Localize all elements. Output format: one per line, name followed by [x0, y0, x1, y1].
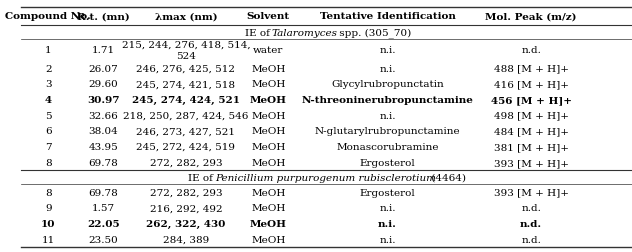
Text: spp. (305_70): spp. (305_70)	[336, 28, 411, 38]
Text: 218, 250, 287, 424, 546: 218, 250, 287, 424, 546	[123, 111, 248, 120]
Text: Monascorubramine: Monascorubramine	[336, 143, 439, 151]
Text: λmax (nm): λmax (nm)	[155, 12, 217, 21]
Text: MeOH: MeOH	[251, 158, 286, 167]
Text: 11: 11	[42, 235, 55, 244]
Text: 32.66: 32.66	[88, 111, 118, 120]
Text: Penicillium purpurogenum rubisclerotium: Penicillium purpurogenum rubisclerotium	[215, 173, 436, 182]
Text: MeOH: MeOH	[251, 65, 286, 73]
Text: n.i.: n.i.	[379, 235, 396, 244]
Text: 272, 282, 293: 272, 282, 293	[150, 188, 222, 197]
Text: 246, 276, 425, 512: 246, 276, 425, 512	[137, 65, 235, 73]
Text: 38.04: 38.04	[88, 127, 118, 136]
Text: MeOH: MeOH	[251, 111, 286, 120]
Text: 215, 244, 276, 418, 514,
524: 215, 244, 276, 418, 514, 524	[121, 41, 250, 60]
Text: (4464): (4464)	[428, 173, 466, 182]
Text: n.d.: n.d.	[521, 203, 541, 212]
Text: Talaromyces: Talaromyces	[272, 28, 337, 38]
Text: n.i.: n.i.	[379, 46, 396, 55]
Text: n.i.: n.i.	[379, 203, 396, 212]
Text: MeOH: MeOH	[251, 235, 286, 244]
Text: 488 [M + H]+: 488 [M + H]+	[494, 65, 569, 73]
Text: water: water	[253, 46, 284, 55]
Text: 10: 10	[41, 219, 56, 228]
Text: n.i.: n.i.	[379, 111, 396, 120]
Text: n.d.: n.d.	[521, 235, 541, 244]
Text: 43.95: 43.95	[88, 143, 118, 151]
Text: MeOH: MeOH	[251, 188, 286, 197]
Text: 26.07: 26.07	[88, 65, 118, 73]
Text: 69.78: 69.78	[88, 158, 118, 167]
Text: 262, 322, 430: 262, 322, 430	[146, 219, 226, 228]
Text: 5: 5	[45, 111, 52, 120]
Text: 69.78: 69.78	[88, 188, 118, 197]
Text: 6: 6	[45, 127, 52, 136]
Text: 3: 3	[45, 80, 52, 89]
Text: Ergosterol: Ergosterol	[360, 158, 415, 167]
Text: 4: 4	[45, 96, 52, 105]
Text: IE of: IE of	[188, 173, 216, 182]
Text: Mol. Peak (m/z): Mol. Peak (m/z)	[485, 12, 577, 21]
Text: 30.97: 30.97	[87, 96, 119, 105]
Text: MeOH: MeOH	[250, 96, 287, 105]
Text: 456 [M + H]+: 456 [M + H]+	[490, 96, 572, 105]
Text: N-glutarylrubropunctamine: N-glutarylrubropunctamine	[315, 127, 460, 136]
Text: 393 [M + H]+: 393 [M + H]+	[494, 188, 569, 197]
Text: n.d.: n.d.	[521, 46, 541, 55]
Text: Solvent: Solvent	[246, 12, 290, 21]
Text: 23.50: 23.50	[88, 235, 118, 244]
Text: 1: 1	[45, 46, 52, 55]
Text: 1.71: 1.71	[92, 46, 115, 55]
Text: 7: 7	[45, 143, 52, 151]
Text: Compound No.: Compound No.	[6, 12, 91, 21]
Text: 416 [M + H]+: 416 [M + H]+	[494, 80, 569, 89]
Text: n.i.: n.i.	[378, 219, 397, 228]
Text: 284, 389: 284, 389	[162, 235, 209, 244]
Text: 484 [M + H]+: 484 [M + H]+	[494, 127, 569, 136]
Text: MeOH: MeOH	[250, 219, 287, 228]
Text: 245, 274, 424, 521: 245, 274, 424, 521	[132, 96, 240, 105]
Text: 29.60: 29.60	[88, 80, 118, 89]
Text: 246, 273, 427, 521: 246, 273, 427, 521	[137, 127, 235, 136]
Text: Tentative Identification: Tentative Identification	[320, 12, 456, 21]
Text: 498 [M + H]+: 498 [M + H]+	[494, 111, 569, 120]
Text: 1.57: 1.57	[92, 203, 115, 212]
Text: 245, 272, 424, 519: 245, 272, 424, 519	[137, 143, 235, 151]
Text: n.d.: n.d.	[520, 219, 542, 228]
Text: 22.05: 22.05	[87, 219, 119, 228]
Text: N-threoninerubropunctamine: N-threoninerubropunctamine	[301, 96, 473, 105]
Text: Glycylrubropunctatin: Glycylrubropunctatin	[331, 80, 444, 89]
Text: 2: 2	[45, 65, 52, 73]
Text: 381 [M + H]+: 381 [M + H]+	[494, 143, 569, 151]
Text: MeOH: MeOH	[251, 127, 286, 136]
Text: n.i.: n.i.	[379, 65, 396, 73]
Text: 272, 282, 293: 272, 282, 293	[150, 158, 222, 167]
Text: MeOH: MeOH	[251, 80, 286, 89]
Text: MeOH: MeOH	[251, 143, 286, 151]
Text: R.t. (mn): R.t. (mn)	[77, 12, 130, 21]
Text: 9: 9	[45, 203, 52, 212]
Text: 245, 274, 421, 518: 245, 274, 421, 518	[137, 80, 235, 89]
Text: 8: 8	[45, 188, 52, 197]
Text: 393 [M + H]+: 393 [M + H]+	[494, 158, 569, 167]
Text: 8: 8	[45, 158, 52, 167]
Text: MeOH: MeOH	[251, 203, 286, 212]
Text: IE of: IE of	[245, 28, 272, 38]
Text: Ergosterol: Ergosterol	[360, 188, 415, 197]
Text: 216, 292, 492: 216, 292, 492	[150, 203, 222, 212]
